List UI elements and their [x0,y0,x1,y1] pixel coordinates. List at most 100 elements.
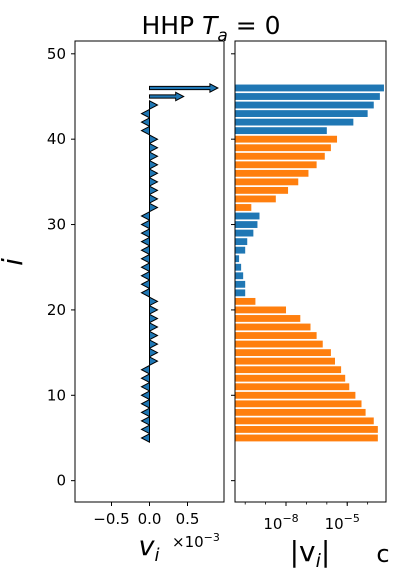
bar [235,391,356,399]
vector-arrow [140,108,150,119]
bar [235,238,248,246]
bar [235,144,331,152]
y-tick-label: 20 [47,301,66,319]
bar [235,297,256,305]
x-multiplier: ×10−3 [172,531,220,551]
bar [235,255,240,263]
vector-arrow [149,185,159,196]
vector-arrow [140,262,150,273]
y-tick-label: 50 [47,45,66,63]
vector-arrow [140,407,150,418]
bar [235,135,338,143]
vector-arrow [149,193,159,204]
vector-arrow [149,339,159,350]
bar [235,383,350,391]
y-ticks-right [231,53,235,482]
x-tick-label-right: 10−5 [325,512,360,533]
vector-arrow [149,330,159,341]
bar [235,186,289,194]
chart-title: HHP Ta = 0 [141,11,280,46]
vector-arrow [140,253,150,264]
y-tick-label: 10 [47,386,66,404]
vector-arrow [140,415,150,426]
vector-arrow [149,134,159,145]
vector-arrow [140,117,150,128]
vector-arrow [149,168,159,179]
bar [235,178,299,186]
bar [235,169,309,177]
bar [235,374,346,382]
bar [235,323,311,331]
vector-arrow [149,91,185,102]
bar-marks [235,84,384,442]
x-ticks-right: 10−8 10−5 [244,502,369,533]
bar-panel: 10−8 10−5 |vi| [231,40,387,572]
bar [235,161,317,169]
vector-arrow [140,390,150,401]
bar [235,434,378,442]
vector-arrow [140,210,150,222]
bar [235,127,327,135]
bar [235,221,258,228]
bar [235,340,323,348]
bar [235,101,374,109]
vector-arrow [140,287,150,298]
vector-arrow [140,381,150,392]
x-axis-label: vi [139,531,160,566]
vector-arrow [140,245,150,256]
bar [235,272,244,280]
bar [235,93,380,100]
vector-arrow [149,313,159,324]
bar [235,408,366,416]
y-ticks: 0 10 20 30 40 50 [47,45,75,490]
bar [235,118,354,126]
y-tick-label: 40 [47,130,66,148]
vector-arrow [149,296,159,307]
panel-letter: c [376,540,389,568]
y-axis-label: i [0,258,29,266]
x-tick-label: −0.5 [93,510,129,528]
bar [235,426,378,433]
x-tick-label: 0.0 [138,510,162,528]
vector-arrow [140,364,150,375]
bar [235,246,246,254]
bar [235,152,325,160]
x-tick-label: 0.5 [176,510,200,528]
bar [235,315,301,322]
vector-arrow [149,202,159,213]
bar [235,417,374,425]
x-axis-label-right: |vi| [290,535,331,572]
vector-arrow [140,228,150,239]
vector-arrow [149,321,159,333]
vector-arrow [149,142,159,153]
bar [235,289,246,297]
vector-arrow [140,125,150,136]
bar [235,280,246,288]
bar [235,366,342,374]
vector-arrow [140,424,150,435]
vector-arrow [140,432,150,444]
vector-arrow [149,159,159,170]
vector-arrow [140,236,150,247]
bar [235,332,317,339]
bar [235,212,260,220]
y-tick-label: 30 [47,216,66,234]
vector-arrow [149,151,159,162]
vector-arrow [140,219,150,230]
bar [235,263,242,271]
vector-arrow [149,356,159,367]
bar [235,229,254,237]
vector-arrow [140,279,150,290]
quiver-panel: 0 10 20 30 40 50 −0.5 0.0 0.5 i vi ×10−3 [0,40,225,566]
bar [235,357,335,365]
vector-arrow [149,304,159,315]
bar [235,110,368,117]
vector-arrow [149,176,159,187]
vector-arrow [140,270,150,281]
bar [235,84,384,92]
bar [235,349,331,357]
bar [235,204,252,211]
x-tick-label-right: 10−8 [263,512,298,533]
bar [235,195,276,203]
